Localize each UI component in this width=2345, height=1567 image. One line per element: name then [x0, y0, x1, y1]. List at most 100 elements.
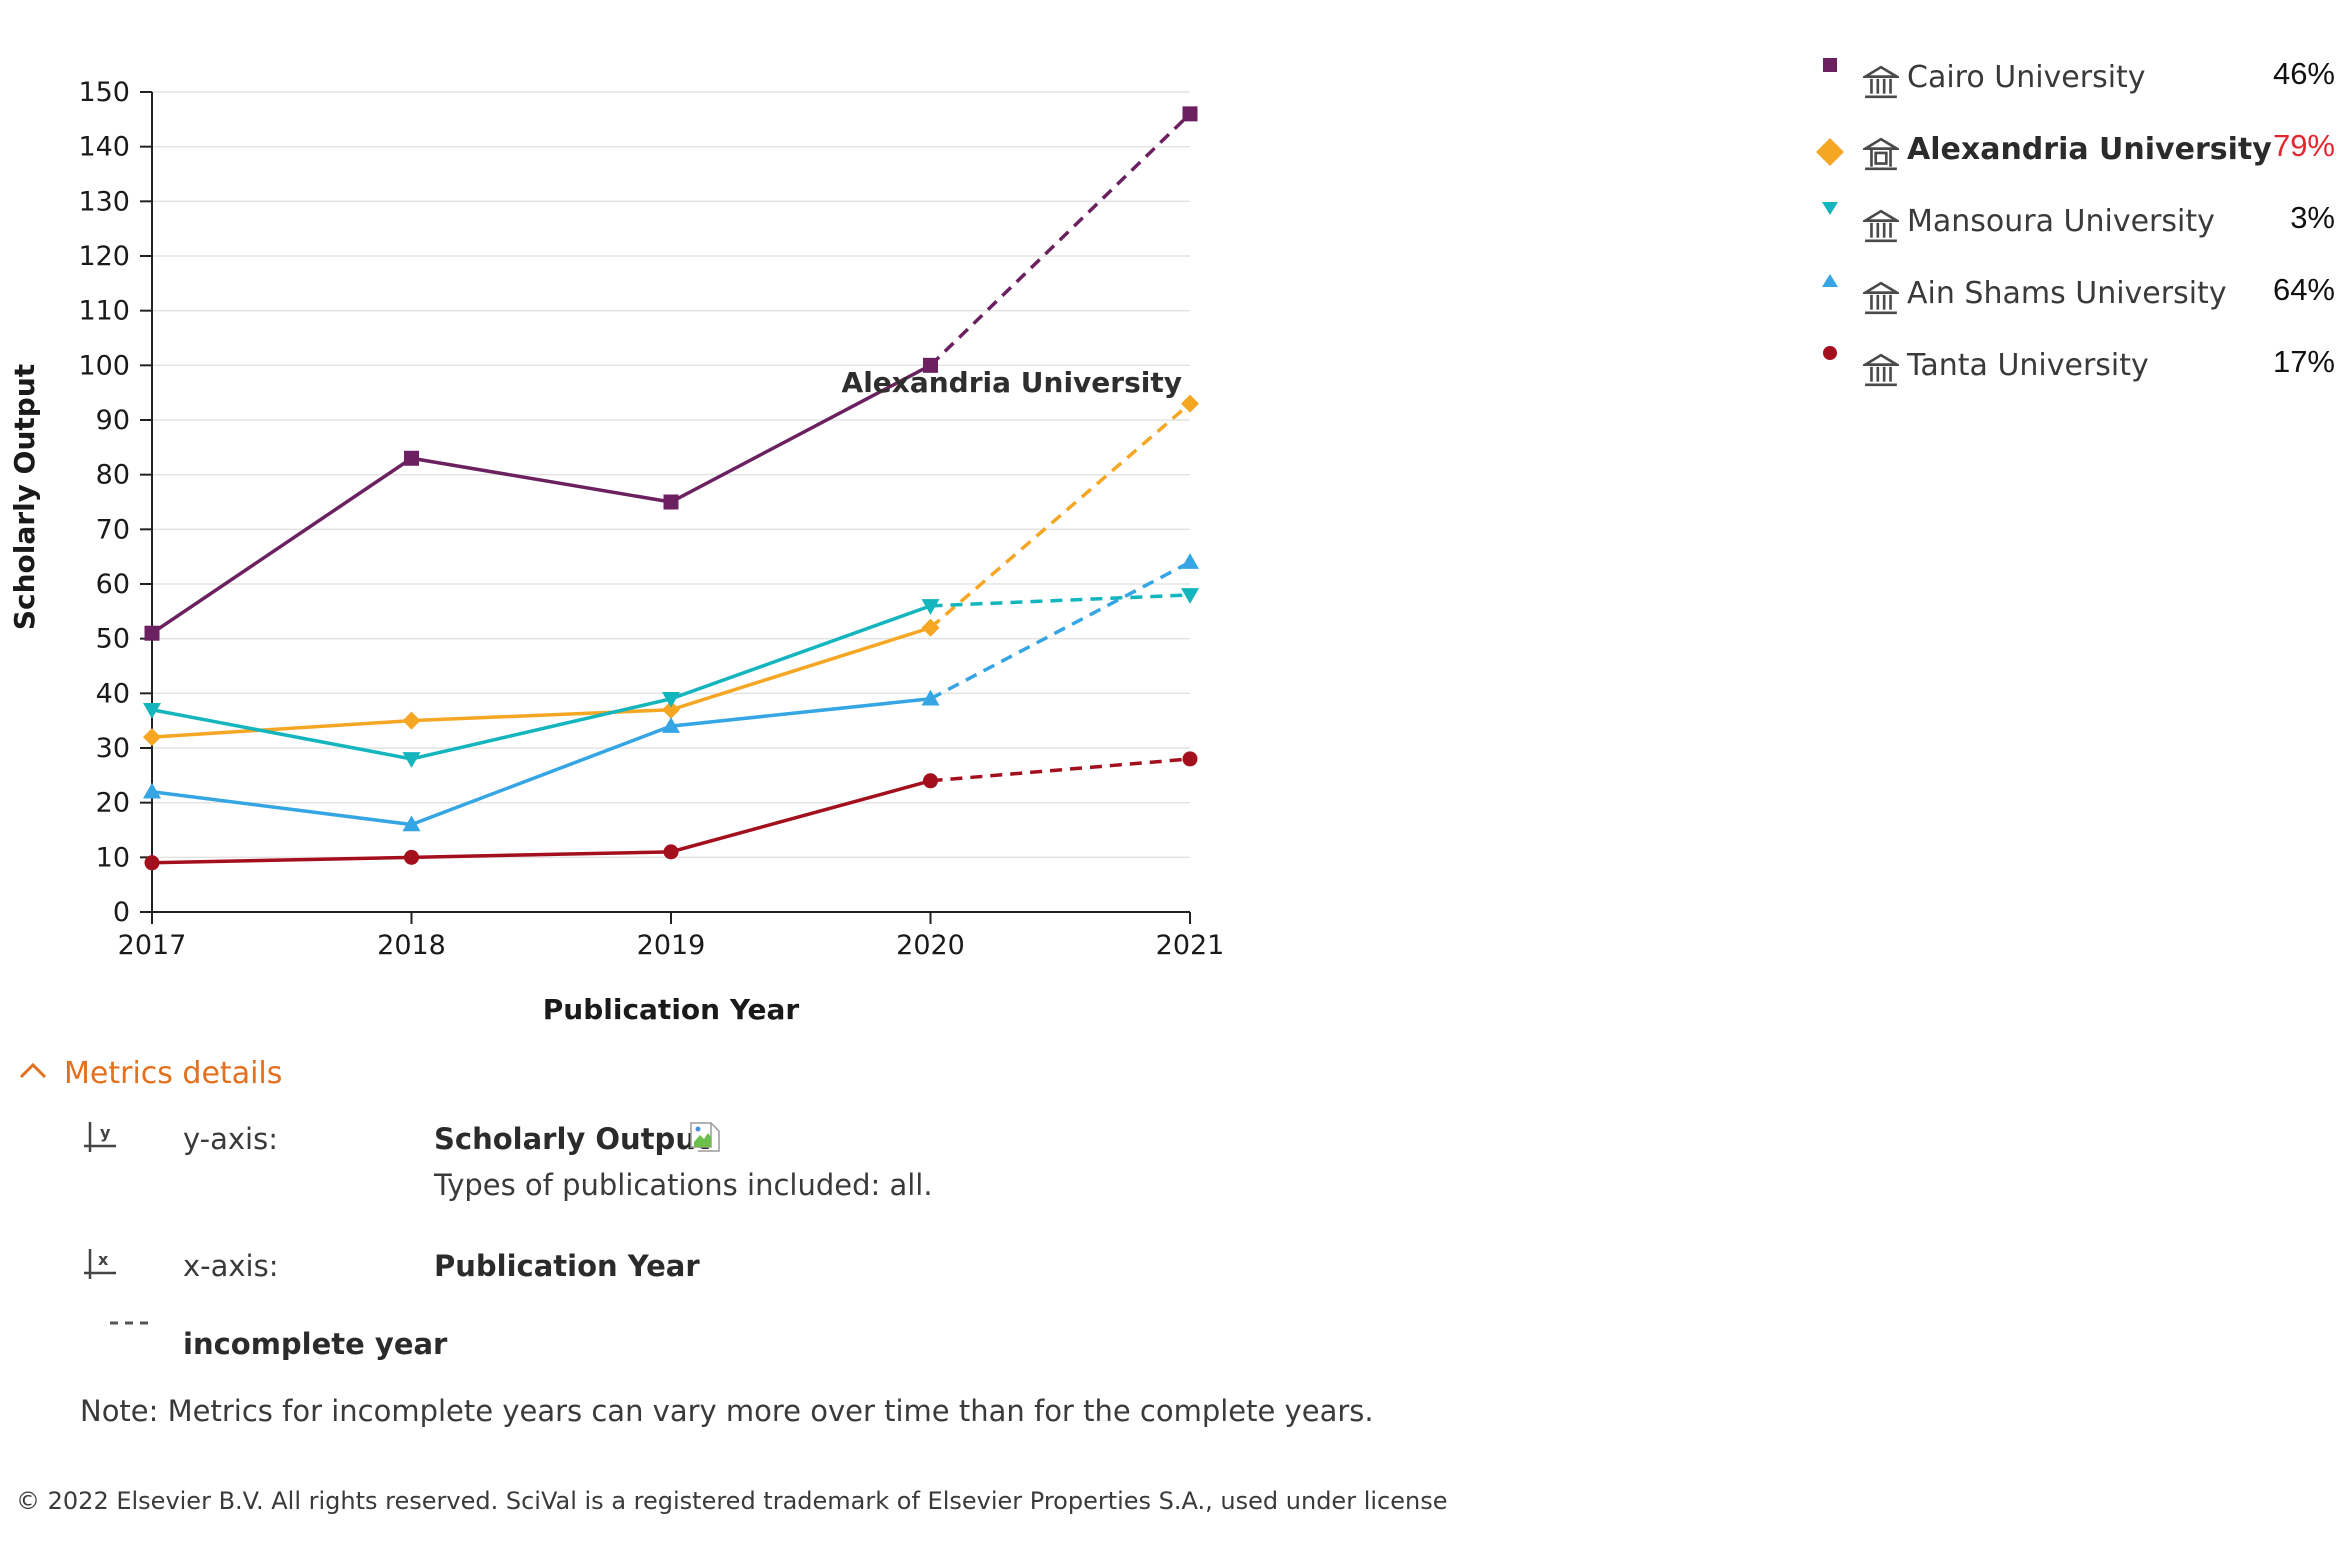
data-point [143, 702, 161, 719]
legend-share: 64% [2272, 272, 2335, 307]
x-tick-label: 2020 [896, 930, 965, 961]
series-lines [151, 112, 1192, 865]
x-axis-key: x-axis: [183, 1249, 279, 1283]
legend-marker [1822, 202, 1838, 215]
data-point [923, 357, 938, 373]
data-point [144, 855, 160, 871]
data-point [921, 599, 940, 615]
y-axis-icon: y [84, 1122, 116, 1152]
y-tick-label: 110 [78, 296, 130, 327]
series-line [151, 363, 932, 635]
incomplete-year-label: incomplete year [183, 1327, 448, 1361]
data-point [662, 692, 680, 708]
y-axis-key: y-axis: [183, 1122, 278, 1156]
legend-label: Mansoura University [1907, 204, 2215, 239]
data-point [662, 700, 680, 719]
legend-item[interactable]: Alexandria University 79% [1815, 122, 2335, 182]
x-axis-icon: x [84, 1249, 116, 1279]
legend-share: 79% [2272, 128, 2335, 163]
y-tick-label: 120 [78, 241, 130, 272]
series-line-incomplete [929, 112, 1192, 367]
copyright-notice: © 2022 Elsevier B.V. All rights reserved… [16, 1487, 1448, 1515]
y-tick-label: 140 [78, 132, 130, 163]
line-chart: 0 10 20 30 40 50 60 70 80 90 100 110 120 130 140 150 20… [8, 77, 1225, 1026]
y-tick-label: 90 [96, 405, 130, 436]
y-tick-labels: 0 10 20 30 40 50 60 70 80 90 100 110 120 130 140 150 [78, 77, 130, 928]
y-tick-label: 130 [78, 186, 130, 217]
data-point [663, 494, 679, 510]
y-tick-label: 40 [96, 678, 130, 709]
institution-icon [1863, 353, 1899, 387]
y-tick-label: 80 [96, 460, 130, 491]
legend-share: 3% [2290, 200, 2335, 235]
series-line-incomplete [929, 402, 1192, 630]
institution-icon [1863, 281, 1899, 315]
institution-highlight-icon [1863, 137, 1899, 171]
legend-item[interactable]: Mansoura University 3% [1815, 194, 2335, 254]
x-axis-title: Publication Year [543, 993, 800, 1026]
series-line [151, 779, 931, 865]
y-tick-label: 150 [78, 77, 130, 108]
y-tick-label: 0 [113, 897, 130, 928]
x-tick-label: 2018 [377, 930, 446, 961]
data-point [404, 849, 419, 865]
series-line [151, 697, 931, 827]
data-point [402, 711, 421, 730]
data-point [143, 782, 161, 799]
series-line [151, 626, 932, 739]
y-tick-label: 100 [78, 350, 130, 381]
legend-marker [1823, 58, 1837, 72]
x-tick-label: 2017 [118, 930, 187, 961]
broken-image-icon [690, 1122, 720, 1152]
legend-label: Alexandria University [1907, 132, 2272, 167]
institution-icon [1863, 209, 1899, 243]
data-point [921, 689, 940, 706]
x-axis-metric: Publication Year [434, 1249, 700, 1283]
legend-label: Cairo University [1907, 60, 2146, 95]
y-axis-metric: Scholarly Output [434, 1122, 710, 1156]
axes [140, 91, 1191, 924]
y-tick-label: 10 [96, 842, 130, 873]
svg-text:x: x [98, 1250, 109, 1269]
x-tick-label: 2019 [637, 930, 706, 961]
legend-label: Ain Shams University [1907, 276, 2227, 311]
data-point [402, 752, 421, 768]
data-point [404, 450, 419, 466]
incomplete-year-note: Note: Metrics for incomplete years can v… [80, 1394, 1374, 1428]
data-point [1181, 394, 1199, 413]
series-line-incomplete [930, 593, 1191, 608]
legend-label: Tanta University [1907, 348, 2149, 383]
incomplete-year-dash-icon [110, 1321, 152, 1325]
institution-icon [1863, 65, 1899, 99]
x-tick-labels: 2017 2018 2019 2020 2021 [118, 930, 1225, 961]
data-point [144, 625, 160, 641]
metrics-details-toggle[interactable]: Metrics details [18, 1050, 318, 1096]
y-tick-label: 60 [96, 569, 130, 600]
series-line [151, 604, 932, 761]
data-point [1181, 553, 1199, 569]
series-line-incomplete [929, 560, 1191, 701]
legend-marker [1823, 346, 1837, 360]
legend-marker [1822, 274, 1838, 287]
metrics-details-label: Metrics details [64, 1056, 283, 1091]
series-annotation: Alexandria University [842, 366, 1182, 399]
data-point [1182, 751, 1198, 767]
y-axis-description: Types of publications included: all. [434, 1168, 933, 1202]
y-tick-label: 50 [96, 624, 130, 655]
svg-text:y: y [100, 1123, 111, 1142]
y-axis-title: Scholarly Output [8, 364, 41, 630]
data-point [663, 844, 679, 860]
data-point [143, 728, 161, 747]
legend-share: 17% [2272, 344, 2335, 379]
data-point [921, 618, 940, 637]
series-markers [143, 106, 1199, 871]
y-tick-label: 30 [96, 733, 130, 764]
legend-item[interactable]: Ain Shams University 64% [1815, 266, 2335, 326]
grid-lines [152, 91, 1190, 859]
legend-share: 46% [2272, 56, 2335, 91]
legend-item[interactable]: Cairo University 46% [1815, 50, 2335, 110]
y-tick-label: 20 [96, 788, 130, 819]
data-point [923, 773, 938, 789]
y-tick-label: 70 [96, 514, 130, 545]
legend-item[interactable]: Tanta University 17% [1815, 338, 2335, 398]
